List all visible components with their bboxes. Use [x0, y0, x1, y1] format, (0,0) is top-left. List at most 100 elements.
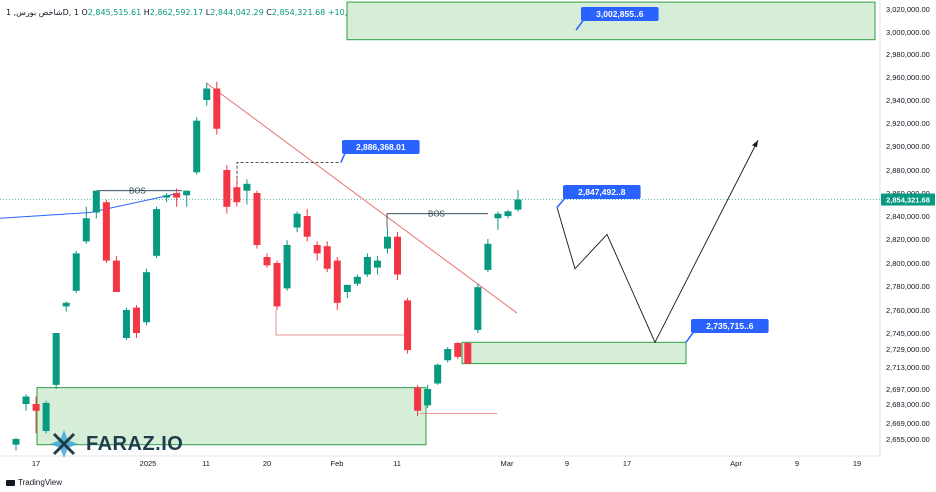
candle-body — [353, 276, 361, 284]
candle-body — [22, 396, 30, 404]
tradingview-footer: TradingView — [6, 478, 62, 487]
price-label-target-low-box — [691, 319, 769, 333]
candle-body — [122, 310, 130, 338]
candle-body — [394, 236, 402, 275]
candle-body — [323, 246, 331, 269]
projection-path — [556, 140, 759, 344]
candle-body — [494, 213, 502, 219]
candle-body — [112, 260, 120, 292]
candle-body — [173, 193, 181, 198]
price-tick-label: 2,900,000.00 — [886, 142, 930, 151]
candle-body — [434, 364, 442, 384]
price-label-current-box — [563, 185, 641, 199]
candle-body — [404, 300, 412, 351]
tradingview-label: TradingView — [18, 478, 63, 487]
price-tick-label: 2,980,000.00 — [886, 50, 930, 59]
bos-label-2: BOS — [428, 210, 445, 219]
candle-body — [343, 284, 351, 292]
price-tick-label: 2,713,000.00 — [886, 363, 930, 372]
price-tick-label: 2,697,000.00 — [886, 385, 930, 394]
open-value: 2,845,515.61 — [87, 8, 142, 17]
price-tick-label: 2,669,000.00 — [886, 419, 930, 428]
candle-body — [313, 245, 321, 254]
candle-body — [62, 302, 70, 307]
candle-body — [213, 88, 221, 129]
candle-body — [42, 402, 50, 431]
candle-body — [414, 387, 422, 411]
candle-body — [32, 404, 40, 411]
candle-body — [132, 307, 140, 333]
close-value: 2,854,321.68 — [271, 8, 326, 17]
projection-arrowhead — [752, 140, 758, 148]
candle-body — [102, 202, 110, 261]
candle-body — [143, 272, 151, 323]
price-tick-label: 2,729,000.00 — [886, 345, 930, 354]
time-tick-label: Mar — [501, 459, 514, 468]
price-tick-label: 2,960,000.00 — [886, 73, 930, 82]
price-tick-label: 2,760,000.00 — [886, 306, 930, 315]
candle-body — [223, 170, 231, 207]
candle-body — [203, 88, 211, 100]
candle-body — [474, 287, 482, 330]
price-tick-label: 2,820,000.00 — [886, 235, 930, 244]
candle-body — [243, 183, 251, 191]
time-tick-label: 11 — [393, 459, 401, 468]
recent-high-line — [236, 161, 341, 184]
candle-body — [82, 218, 90, 242]
current-price-badge-label: 2,854,321.68 — [886, 196, 930, 205]
candle-body — [454, 343, 462, 357]
price-label-target-high-box — [581, 7, 659, 21]
price-tick-label: 2,655,000.00 — [886, 435, 930, 444]
price-label-high-box — [342, 140, 420, 154]
close-label: C — [266, 8, 272, 17]
faraz-logo-icon — [50, 430, 78, 458]
tradingview-logo-icon — [6, 479, 15, 486]
high-label: H — [143, 8, 150, 17]
time-tick-label: 19 — [853, 459, 861, 468]
candle-body — [193, 120, 201, 173]
price-tick-label: 2,940,000.00 — [886, 96, 930, 105]
candle-body — [92, 190, 100, 213]
time-tick-label: 17 — [32, 459, 40, 468]
time-tick-label: 17 — [623, 459, 631, 468]
demand-zone-mid — [461, 341, 687, 365]
candle-body — [373, 260, 381, 268]
bos-line-2 — [386, 213, 488, 228]
time-tick-label: Apr — [730, 459, 742, 468]
demand-zone-lower — [36, 387, 427, 446]
open-label: O — [81, 8, 88, 17]
candle-body — [293, 213, 301, 228]
candle-body — [444, 349, 452, 361]
candle-body — [514, 199, 522, 210]
symbol-label: شاخص بورس, 1D, 1 — [6, 8, 79, 17]
price-tick-label: 2,860,000.00 — [886, 189, 930, 198]
time-tick-label: 9 — [565, 459, 569, 468]
price-tick-label: 2,745,000.00 — [886, 329, 930, 338]
candle-body — [424, 389, 432, 406]
candle-body — [72, 253, 80, 291]
price-tick-label: 2,800,000.00 — [886, 259, 930, 268]
time-tick-label: 2025 — [140, 459, 157, 468]
bos-label-1: BOS — [129, 187, 146, 196]
price-tick-label: 2,780,000.00 — [886, 282, 930, 291]
high-value: 2,862,592.17 — [149, 8, 204, 17]
price-tick-label: 2,840,000.00 — [886, 212, 930, 221]
price-label-target-low: 2,735,715..6 — [706, 321, 754, 331]
current-price-badge — [881, 193, 935, 206]
candle-body — [153, 209, 161, 256]
candle-body — [464, 343, 472, 364]
candle-body — [283, 245, 291, 289]
price-tick-label: 2,920,000.00 — [886, 119, 930, 128]
time-tick-label: 20 — [263, 459, 271, 468]
time-tick-label: 11 — [202, 459, 210, 468]
support-line-1 — [275, 310, 404, 336]
candle-body — [253, 193, 261, 245]
price-label-current: 2,847,492..8 — [578, 187, 626, 197]
low-label: L — [205, 8, 211, 17]
moving-average-line — [0, 192, 181, 219]
candle-body — [163, 195, 171, 198]
price-label-target-high: 3,002,855..6 — [596, 9, 644, 19]
candle-body — [52, 333, 60, 385]
candle-body — [333, 260, 341, 303]
